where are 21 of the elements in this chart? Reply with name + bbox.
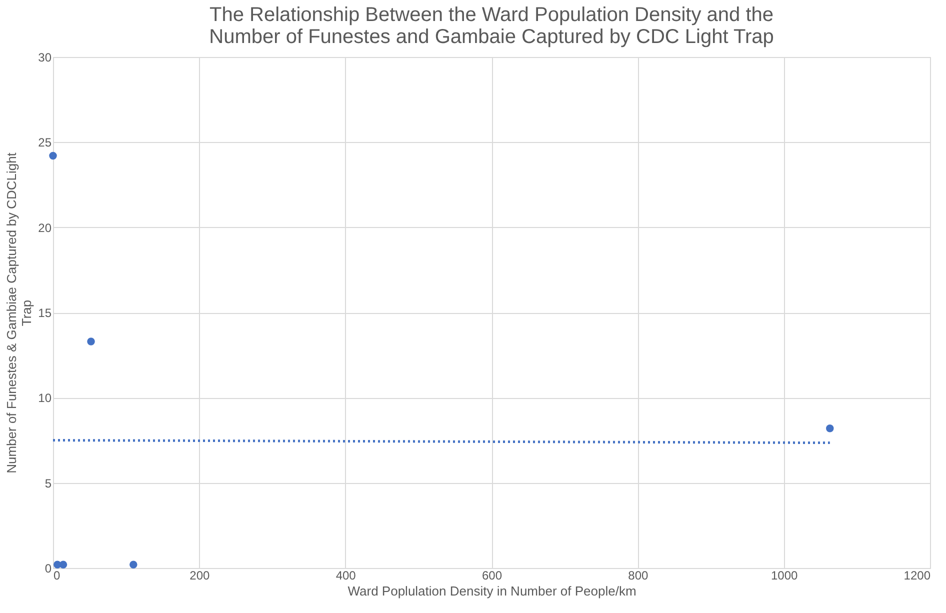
x-tick-label: 1000 (770, 568, 798, 582)
point (826, 424, 834, 432)
y-tick-label: 30 (38, 50, 52, 64)
point (59, 560, 68, 568)
point (49, 152, 57, 160)
y-tick-label: 5 (44, 476, 52, 490)
x-axis-title: Ward Poplulation Density in Number of People/km (348, 584, 636, 598)
x-tick-label: 1200 (904, 568, 931, 582)
x-tick-label: 200 (190, 568, 210, 582)
x-tick-label: 400 (336, 568, 356, 582)
x-tick-label: 800 (628, 568, 648, 582)
point (87, 338, 95, 346)
point (130, 560, 138, 568)
y-tick-label: 20 (38, 220, 52, 235)
x-tick-label: 0 (54, 568, 60, 582)
chart-title: The Relationship Between the Ward Population Density and the Number of Funestes and Gambaie Captured by CDC Light Trap (209, 4, 774, 48)
y-tick-label: 25 (38, 136, 52, 150)
x-tick-label: 600 (482, 568, 502, 582)
y-tick-label: 15 (38, 306, 52, 320)
y-tick-label: 10 (38, 391, 52, 406)
y-axis-title: Number of Funestes & Gambiae Captured by CDCLight Trap (4, 152, 34, 474)
